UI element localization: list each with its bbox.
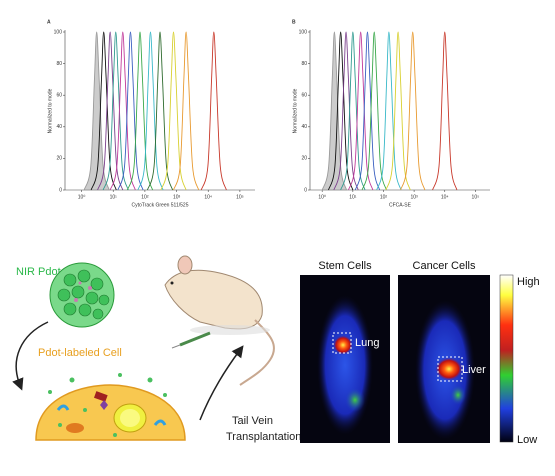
x-tick-label: 10⁰ [318,194,326,200]
organ-label: Liver [462,364,486,376]
x-tick-label: 10⁰ [78,194,86,200]
pdot-label: NIR Pdot [16,266,61,278]
arrow [12,321,49,391]
y-tick-label: 40 [301,124,307,130]
image-panel [398,275,490,443]
x-tick-label: 10³ [410,194,418,200]
y-tick-label: 100 [299,29,308,35]
histogram-line [126,31,154,191]
cell-label: Pdot-labeled Cell [38,347,122,359]
histogram-line [333,31,359,191]
y-tick-label: 80 [56,61,62,67]
x-tick-label: 10¹ [349,194,357,200]
x-tick-label: 10⁵ [472,194,480,200]
y-tick-label: 20 [56,156,62,162]
y-tick-label: 80 [301,61,307,67]
y-tick-label: 0 [59,187,62,193]
mouse [164,255,275,386]
histogram-line [117,31,144,191]
pdot-sphere [49,262,115,328]
organ-label: Lung [355,337,379,349]
histogram-line [137,31,164,191]
y-tick-label: 20 [301,156,307,162]
y-tick-label: 0 [304,187,307,193]
histogram-line [102,31,129,191]
scale-low: Low [517,434,537,446]
y-axis-label: Normalized to mode [292,88,298,133]
panel-title: Stem Cells [318,260,372,272]
injection-label: Tail Vein [232,415,273,427]
histogram-line [348,31,374,191]
x-tick-label: 10¹ [110,194,118,200]
y-tick-label: 40 [56,124,62,130]
panel-title: Cancer Cells [413,260,476,272]
x-tick-label: 10⁴ [441,194,449,200]
x-axis-label: CytoTrack Green 511/525 [132,202,189,208]
y-tick-label: 100 [54,29,63,35]
histogram-line [400,31,426,191]
histogram-line [385,31,411,191]
x-axis-label: CFCA-SE [389,202,412,208]
histogram-line [432,31,458,191]
x-tick-label: 10² [380,194,388,200]
histogram-line [354,31,381,191]
x-tick-label: 10⁵ [236,194,244,200]
cell [35,373,186,441]
injection-label: Transplantation [226,431,301,443]
panel-label: A [47,19,51,25]
histogram-line [173,31,200,191]
x-tick-label: 10² [141,194,149,200]
histogram-line [109,31,136,191]
y-tick-label: 60 [301,93,307,99]
histogram-area [83,31,110,191]
color-scale [499,274,514,443]
histogram-line [376,31,402,191]
histogram-line [146,31,174,191]
histogram-line [200,31,227,191]
histogram-line [361,31,387,191]
image-panel [300,275,390,443]
arrow [199,345,244,421]
scale-high: High [517,276,540,288]
y-axis-label: Normalized to mode [47,88,53,133]
x-tick-label: 10³ [173,194,181,200]
histogram-line [340,31,366,191]
x-tick-label: 10⁴ [204,194,212,200]
y-tick-label: 60 [56,93,62,99]
panel-label: B [292,19,296,25]
